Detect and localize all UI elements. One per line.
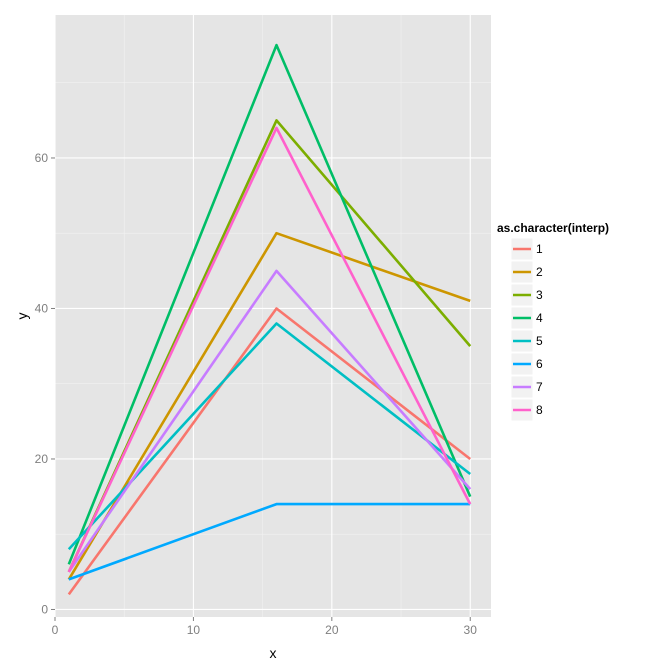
x-tick-label: 30 (464, 623, 478, 637)
y-tick-label: 40 (35, 301, 49, 315)
y-tick-label: 0 (41, 602, 48, 616)
legend-title: as.character(interp) (497, 221, 609, 235)
series-lines (67, 43, 472, 596)
legend-item-5: 5 (510, 329, 543, 353)
x-tick-label: 10 (187, 623, 201, 637)
legend-label-6: 6 (536, 357, 543, 371)
x-axis: 0 10 20 30 (52, 617, 478, 637)
x-axis-title: x (270, 645, 277, 661)
series-line-7 (67, 269, 472, 573)
y-tick-label: 20 (35, 452, 49, 466)
series-line-8 (67, 126, 472, 573)
legend-item-6: 6 (510, 352, 543, 376)
series-line-6 (68, 502, 471, 581)
series-line-2 (67, 231, 471, 581)
legend-item-1: 1 (510, 237, 543, 261)
y-tick-label: 60 (35, 151, 49, 165)
legend-item-7: 7 (510, 375, 543, 399)
y-axis-title: y (14, 313, 30, 320)
legend-item-8: 8 (510, 398, 543, 422)
legend-label-1: 1 (536, 242, 543, 256)
y-axis: 0 20 40 60 (35, 151, 55, 616)
legend-item-4: 4 (510, 306, 543, 330)
plot-panel (55, 15, 491, 617)
major-gridlines (54, 15, 491, 617)
series-line-4 (67, 43, 472, 565)
legend-label-2: 2 (536, 265, 543, 279)
legend-label-5: 5 (536, 334, 543, 348)
x-tick-label: 0 (52, 623, 59, 637)
legend-item-2: 2 (510, 260, 543, 284)
series-line-5 (67, 322, 471, 551)
legend-item-3: 3 (510, 283, 543, 307)
legend-label-4: 4 (536, 311, 543, 325)
legend-label-7: 7 (536, 380, 543, 394)
legend-label-8: 8 (536, 403, 543, 417)
x-tick-label: 20 (325, 623, 339, 637)
legend: as.character(interp) 1 2 3 4 5 6 7 8 (497, 221, 609, 422)
series-line-1 (67, 307, 471, 596)
legend-label-3: 3 (536, 288, 543, 302)
